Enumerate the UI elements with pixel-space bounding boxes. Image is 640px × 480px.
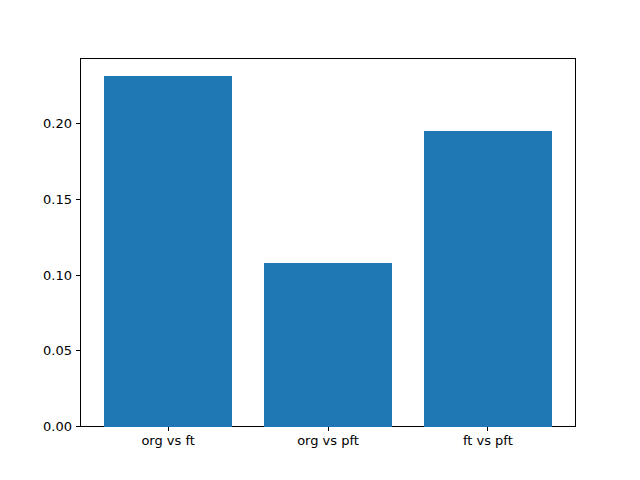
plot-area: 0.000.050.100.150.20org vs ftorg vs pftf… <box>80 58 576 428</box>
bar <box>104 76 232 426</box>
x-tick-mark <box>328 427 329 431</box>
y-tick-label: 0.05 <box>43 344 72 358</box>
y-tick-label: 0.20 <box>43 117 72 131</box>
y-tick-mark <box>76 426 80 427</box>
x-tick-mark <box>168 427 169 431</box>
x-tick-mark <box>487 427 488 431</box>
figure-canvas: 0.00 0.05 0.10 0.15 0.20 org vs ft org vs pft f… <box>0 0 640 480</box>
y-tick-mark <box>76 199 80 200</box>
x-tick-label: ft vs pft <box>463 434 513 448</box>
y-tick-mark <box>76 275 80 276</box>
bar <box>424 131 552 427</box>
y-tick-mark <box>76 123 80 124</box>
y-tick-label: 0.10 <box>43 269 72 283</box>
bar <box>264 263 392 426</box>
y-tick-mark <box>76 350 80 351</box>
y-tick-label: 0.15 <box>43 193 72 207</box>
x-tick-label: org vs pft <box>297 434 359 448</box>
y-tick-label: 0.00 <box>43 420 72 434</box>
x-tick-label: org vs ft <box>141 434 195 448</box>
